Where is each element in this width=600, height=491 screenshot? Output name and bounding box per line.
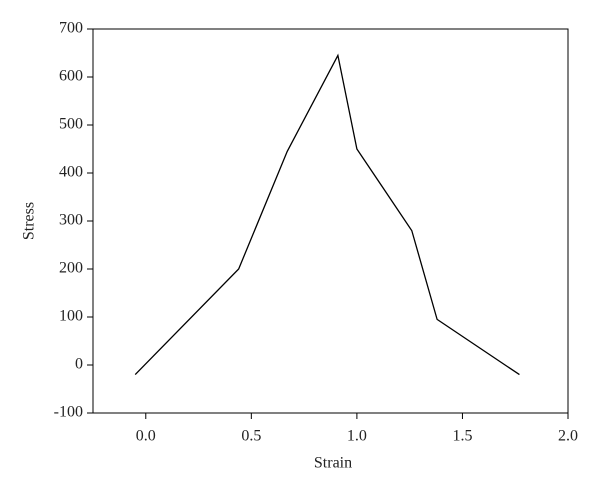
y-tick-label: -100 bbox=[54, 404, 83, 421]
y-tick-label: 300 bbox=[59, 212, 83, 229]
y-tick-label: 0 bbox=[75, 356, 83, 373]
x-axis-label: Strain bbox=[314, 455, 352, 472]
y-tick-label: 600 bbox=[59, 68, 83, 85]
y-tick-label: 500 bbox=[59, 116, 83, 133]
y-axis-label: Stress bbox=[21, 202, 38, 240]
y-tick-label: 200 bbox=[59, 260, 83, 277]
data-line bbox=[134, 53, 520, 376]
x-tick-label: 0.5 bbox=[241, 428, 261, 445]
plot-frame bbox=[92, 28, 569, 414]
x-tick-label: 0.0 bbox=[136, 428, 156, 445]
y-tick-label: 700 bbox=[59, 20, 83, 37]
y-tick-label: 400 bbox=[59, 164, 83, 181]
x-tick-label: 1.5 bbox=[452, 428, 472, 445]
x-tick-label: 2.0 bbox=[558, 428, 578, 445]
x-tick-label: 1.0 bbox=[347, 428, 367, 445]
y-tick-label: 100 bbox=[59, 308, 83, 325]
